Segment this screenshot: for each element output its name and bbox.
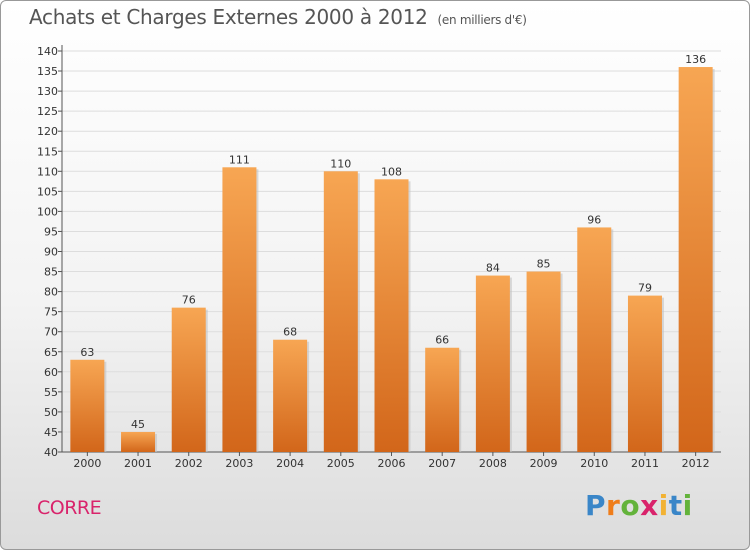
commune-name: CORRE: [37, 497, 102, 519]
logo-letter: x: [640, 489, 659, 522]
y-tick-label: 130: [37, 85, 58, 98]
value-label-2002: 76: [182, 294, 196, 307]
y-tick-label: 125: [37, 105, 58, 118]
x-tick-label-2010: 2010: [580, 457, 608, 470]
x-tick-labels: 2000 2001 2002 2003 2004 2005 2006 2007 2008 2009…: [73, 452, 710, 470]
y-tick-label: 85: [44, 266, 58, 279]
value-label-2004: 68: [283, 326, 297, 339]
y-tick-label: 140: [37, 45, 58, 58]
x-tick-label-2003: 2003: [225, 457, 253, 470]
y-tick-label: 70: [44, 326, 58, 339]
value-labels: 63 45 76 111 68 110 108 66 84 85 96 79 136: [80, 53, 706, 431]
x-tick-label-2000: 2000: [73, 457, 101, 470]
value-label-2009: 85: [537, 258, 551, 271]
x-tick-label-2002: 2002: [175, 457, 203, 470]
logo-letter: P: [585, 489, 607, 522]
value-label-2000: 63: [80, 346, 94, 359]
y-tick-label: 110: [37, 165, 58, 178]
bar-2007: [425, 347, 460, 452]
value-label-2006: 108: [381, 165, 402, 178]
y-tick-labels: 40 45 50 55 60 65 70 75 80 85 90 95 100 105 110 115 120 1…: [37, 45, 58, 459]
value-label-2007: 66: [435, 334, 449, 347]
bar-2006: [374, 179, 409, 452]
x-tick-label-2006: 2006: [378, 457, 406, 470]
y-tick-label: 105: [37, 185, 58, 198]
bar-2010: [577, 227, 612, 452]
x-tick-label-2001: 2001: [124, 457, 152, 470]
bar-2005: [323, 171, 358, 453]
chart-title: Achats et Charges Externes 2000 à 2012 (e…: [29, 5, 527, 29]
y-tick-label: 95: [44, 225, 58, 238]
x-tick-label-2011: 2011: [631, 457, 659, 470]
chart-unit: (en milliers d'€): [437, 13, 527, 27]
value-label-2001: 45: [131, 418, 145, 431]
logo-letter: t: [668, 489, 683, 522]
logo-letter: r: [606, 489, 621, 522]
logo-letter: i: [682, 489, 693, 522]
proxiti-logo: Proxiti: [585, 489, 693, 522]
y-tick-label: 135: [37, 65, 58, 78]
y-tick-label: 80: [44, 286, 58, 299]
bar-2001: [121, 431, 156, 452]
bar-2002: [171, 307, 206, 452]
y-tick-label: 120: [37, 125, 58, 138]
y-tick-label: 50: [44, 406, 58, 419]
value-label-2012: 136: [685, 53, 706, 66]
bar-2012: [678, 67, 713, 452]
x-tick-label-2004: 2004: [276, 457, 304, 470]
y-tick-label: 40: [44, 446, 58, 459]
bar-2000: [70, 359, 105, 452]
logo-letter: i: [658, 489, 669, 522]
value-label-2011: 79: [638, 282, 652, 295]
value-label-2003: 111: [229, 153, 250, 166]
value-label-2008: 84: [486, 262, 500, 275]
x-tick-label-2009: 2009: [530, 457, 558, 470]
x-tick-label-2005: 2005: [327, 457, 355, 470]
y-tick-label: 90: [44, 246, 58, 259]
bar-2009: [526, 271, 561, 452]
y-tick-label: 75: [44, 306, 58, 319]
bar-2008: [475, 275, 510, 452]
y-tick-label: 55: [44, 386, 58, 399]
x-tick-label-2008: 2008: [479, 457, 507, 470]
bar-2003: [222, 167, 257, 453]
bar-2004: [273, 339, 308, 452]
y-tick-label: 45: [44, 426, 58, 439]
y-tick-label: 65: [44, 346, 58, 359]
y-tick-label: 115: [37, 145, 58, 158]
y-tick-label: 100: [37, 205, 58, 218]
y-tick-label: 60: [44, 366, 58, 379]
value-label-2005: 110: [330, 157, 351, 170]
bars: [70, 67, 715, 453]
bar-2011: [627, 295, 662, 452]
x-tick-label-2012: 2012: [682, 457, 710, 470]
logo-letter: o: [620, 489, 641, 522]
chart-title-text: Achats et Charges Externes 2000 à 2012: [29, 5, 428, 29]
x-tick-label-2007: 2007: [428, 457, 456, 470]
value-label-2010: 96: [587, 213, 601, 226]
